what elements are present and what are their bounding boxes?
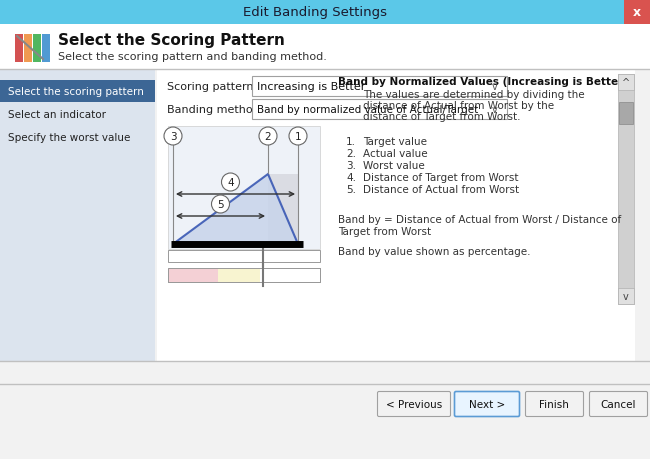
Text: Edit Banding Settings: Edit Banding Settings: [243, 6, 387, 19]
Text: 2: 2: [265, 132, 271, 142]
FancyBboxPatch shape: [252, 100, 507, 120]
Text: 3: 3: [170, 132, 176, 142]
FancyBboxPatch shape: [168, 251, 320, 263]
FancyBboxPatch shape: [168, 269, 320, 282]
Text: 1.: 1.: [346, 137, 356, 147]
Text: Select an indicator: Select an indicator: [8, 110, 106, 120]
Polygon shape: [173, 174, 298, 245]
FancyBboxPatch shape: [157, 70, 635, 364]
Text: The values are determined by dividing the: The values are determined by dividing th…: [363, 90, 584, 100]
FancyBboxPatch shape: [378, 392, 450, 417]
Text: 5.: 5.: [346, 185, 356, 195]
FancyBboxPatch shape: [218, 269, 260, 282]
Circle shape: [289, 128, 307, 146]
Text: 1: 1: [294, 132, 302, 142]
FancyBboxPatch shape: [168, 127, 320, 249]
Text: v: v: [623, 291, 629, 302]
FancyBboxPatch shape: [590, 392, 647, 417]
Text: Select the scoring pattern: Select the scoring pattern: [8, 87, 144, 97]
Text: Finish: Finish: [539, 399, 569, 409]
Text: v: v: [492, 82, 498, 92]
FancyBboxPatch shape: [15, 35, 23, 63]
Text: v: v: [492, 105, 498, 115]
FancyBboxPatch shape: [252, 77, 507, 97]
FancyBboxPatch shape: [618, 288, 634, 304]
Text: Target from Worst: Target from Worst: [338, 226, 431, 236]
Text: 3.: 3.: [346, 161, 356, 171]
FancyBboxPatch shape: [525, 392, 584, 417]
Circle shape: [259, 128, 277, 146]
Text: Band by normalized value of Actual/Target: Band by normalized value of Actual/Targe…: [257, 105, 478, 115]
FancyBboxPatch shape: [0, 25, 650, 70]
Text: 4.: 4.: [346, 173, 356, 183]
Text: Select the scoring pattern and banding method.: Select the scoring pattern and banding m…: [58, 52, 327, 62]
FancyBboxPatch shape: [454, 392, 519, 417]
FancyBboxPatch shape: [0, 0, 650, 25]
FancyBboxPatch shape: [168, 269, 218, 282]
Text: Banding method:: Banding method:: [167, 105, 263, 115]
Text: Actual value: Actual value: [363, 149, 428, 159]
Text: Target value: Target value: [363, 137, 427, 147]
Text: 5: 5: [217, 200, 224, 210]
Circle shape: [164, 128, 182, 146]
Text: Cancel: Cancel: [600, 399, 636, 409]
Circle shape: [222, 174, 239, 191]
FancyBboxPatch shape: [618, 75, 634, 91]
FancyBboxPatch shape: [268, 174, 298, 245]
FancyBboxPatch shape: [33, 35, 41, 63]
Text: Specify the worst value: Specify the worst value: [8, 133, 131, 143]
FancyBboxPatch shape: [624, 0, 650, 25]
Text: distance of Actual from Worst by the: distance of Actual from Worst by the: [363, 101, 554, 111]
Text: Worst value: Worst value: [363, 161, 424, 171]
Text: x: x: [633, 6, 641, 19]
FancyBboxPatch shape: [618, 75, 634, 304]
FancyBboxPatch shape: [619, 103, 633, 125]
FancyBboxPatch shape: [0, 361, 650, 459]
Text: Increasing is Better: Increasing is Better: [257, 82, 365, 92]
Text: Band by value shown as percentage.: Band by value shown as percentage.: [338, 246, 530, 257]
Text: Distance of Target from Worst: Distance of Target from Worst: [363, 173, 519, 183]
Text: Distance of Actual from Worst: Distance of Actual from Worst: [363, 185, 519, 195]
FancyBboxPatch shape: [0, 70, 155, 364]
Text: < Previous: < Previous: [386, 399, 442, 409]
FancyBboxPatch shape: [0, 70, 650, 459]
Text: ^: ^: [622, 78, 630, 88]
Text: Next >: Next >: [469, 399, 505, 409]
Text: Scoring pattern:: Scoring pattern:: [167, 82, 257, 92]
Text: Select the Scoring Pattern: Select the Scoring Pattern: [58, 33, 285, 47]
Text: 2.: 2.: [346, 149, 356, 159]
Text: distance of Target from Worst.: distance of Target from Worst.: [363, 112, 521, 122]
Circle shape: [211, 196, 229, 213]
FancyBboxPatch shape: [0, 81, 155, 103]
FancyBboxPatch shape: [42, 35, 50, 63]
FancyBboxPatch shape: [24, 35, 32, 63]
Text: 4: 4: [227, 178, 234, 188]
Text: Band by Normalized Values (Increasing is Better): Band by Normalized Values (Increasing is…: [338, 77, 628, 87]
Text: Band by = Distance of Actual from Worst / Distance of: Band by = Distance of Actual from Worst …: [338, 214, 621, 224]
